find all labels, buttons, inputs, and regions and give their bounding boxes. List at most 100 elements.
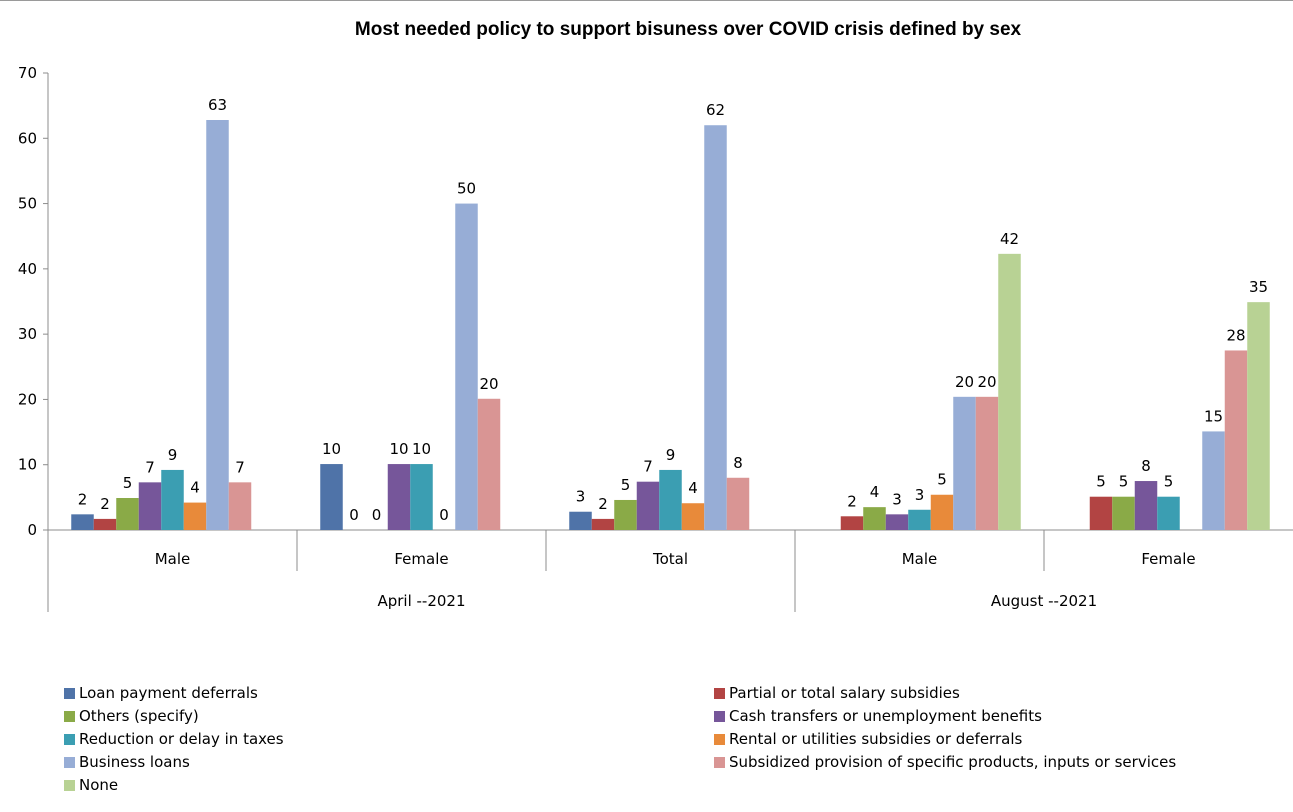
data-label: 9 [168,446,178,464]
bar [477,398,501,530]
bar [71,514,94,530]
y-tick-label: 50 [18,195,37,213]
data-label: 0 [349,506,359,524]
data-label: 15 [1204,407,1223,425]
bar [1112,496,1135,530]
data-label: 2 [598,495,608,513]
y-tick-label: 40 [18,260,37,278]
data-label: 42 [1000,230,1019,248]
data-label: 5 [621,476,631,494]
bars [71,120,1270,531]
data-label: 4 [870,483,880,501]
y-tick-label: 20 [18,390,37,408]
data-label: 2 [100,495,110,513]
data-label: 62 [706,101,725,119]
legend-label: Rental or utilities subsidies or deferra… [729,730,1023,748]
legend-label: Others (specify) [79,707,199,725]
legend-label: Reduction or delay in taxes [79,730,284,748]
bar [1089,496,1113,530]
legend-swatch [714,733,725,745]
data-label: 5 [1096,473,1106,491]
y-tick-label: 70 [18,64,37,82]
data-label: 2 [78,490,88,508]
data-label: 20 [955,373,974,391]
bar [387,464,411,530]
bar [704,125,727,530]
bar [320,464,343,530]
data-label: 10 [412,440,431,458]
legend-label: Loan payment deferrals [79,684,258,702]
data-label: 0 [439,506,449,524]
bar [975,396,999,530]
bar [410,464,433,530]
bar [1134,481,1158,530]
data-label: 5 [1164,473,1174,491]
legend-item: Others (specify) [64,705,714,727]
data-label: 7 [145,458,155,476]
legend-swatch [64,733,75,745]
bar [681,503,705,530]
bar [161,469,184,530]
data-label: 50 [457,180,476,198]
legend-swatch [64,687,75,699]
x-group-label: April --2021 [377,592,465,610]
bar [840,516,864,530]
bar [1224,350,1248,530]
legend-item: Partial or total salary subsidies [714,682,1284,704]
legend-item: Rental or utilities subsidies or deferra… [714,728,1284,750]
bar [228,482,252,530]
data-label: 0 [372,506,382,524]
data-label: 2 [847,492,857,510]
legend-swatch [714,756,725,768]
y-tick-label: 0 [27,521,37,539]
bar [614,499,637,530]
bar [183,502,207,530]
data-label: 5 [937,471,947,489]
legend: Loan payment deferrals Partial or total s… [64,682,1284,796]
data-label: 20 [479,375,498,393]
legend-item: Subsidized provision of specific product… [714,751,1284,773]
data-label: 10 [389,440,408,458]
data-label: 35 [1249,278,1268,296]
x-category-label: Female [394,550,448,568]
bar [908,509,931,530]
data-label: 7 [643,458,653,476]
x-group-label: August --2021 [991,592,1097,610]
data-label: 3 [576,488,586,506]
bar [659,469,682,530]
legend-swatch [64,756,75,768]
bar [93,518,117,530]
legend-item: Reduction or delay in taxes [64,728,714,750]
legend-label: Cash transfers or unemployment benefits [729,707,1042,725]
bar [591,518,615,530]
data-label: 8 [1141,457,1151,475]
bar [116,498,139,530]
bar [138,482,162,530]
data-label: 63 [208,96,227,114]
legend-label: Partial or total salary subsidies [729,684,960,702]
bar [726,477,750,530]
legend-swatch [64,710,75,722]
data-label: 5 [1119,473,1129,491]
legend-label: Subsidized provision of specific product… [729,753,1177,771]
bar [1157,496,1180,530]
legend-item: Business loans [64,751,714,773]
data-label: 28 [1226,326,1245,344]
chart-title: Most needed policy to support bisuness o… [355,19,1022,40]
legend-swatch [714,710,725,722]
data-label: 8 [733,454,743,472]
bar [636,481,660,530]
bar [569,511,592,530]
y-tick-label: 30 [18,325,37,343]
legend-label: None [79,776,119,794]
bar [998,253,1021,530]
y-tick-label: 60 [18,129,37,147]
data-label: 7 [235,458,245,476]
legend-item: None [64,774,714,796]
x-category-label: Male [155,550,191,568]
bar [206,120,229,531]
bar-chart: Most needed policy to support bisuness o… [18,19,1293,612]
legend-item: Loan payment deferrals [64,682,714,704]
